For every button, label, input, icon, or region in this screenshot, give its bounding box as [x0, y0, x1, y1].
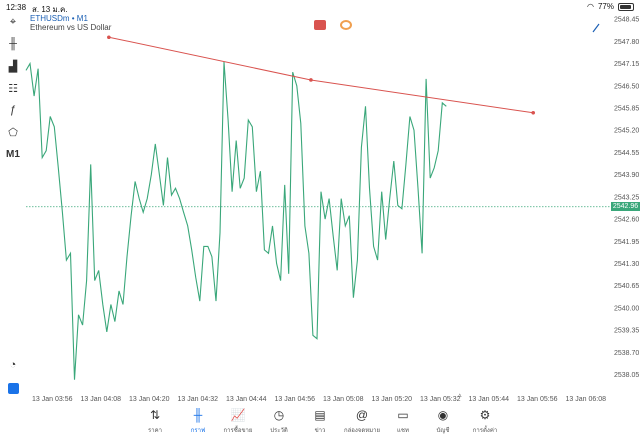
x-tick-label: 13 Jan 04:44: [226, 396, 267, 403]
y-tick-label: 2545.85: [614, 106, 639, 113]
x-tick-label: 13 Jan 05:08: [323, 396, 364, 403]
y-tick-label: 2543.90: [614, 172, 639, 179]
price-series-line: [25, 61, 447, 380]
nav-label: บัญชี: [436, 428, 450, 434]
crosshair-icon[interactable]: ⌖: [9, 15, 17, 28]
y-tick-label: 2540.65: [614, 283, 639, 290]
sliders-icon[interactable]: ☷: [8, 82, 18, 95]
status-right: ◠ 77%: [587, 2, 634, 11]
mail-icon: @: [355, 408, 369, 422]
account-icon: ◉: [437, 408, 449, 422]
x-tick-label: 13 Jan 04:32: [178, 396, 219, 403]
x-tick-label: 13 Jan 05:44: [469, 396, 510, 403]
nav-item-chart[interactable]: ╫ กราฟ: [176, 408, 220, 435]
x-tick-label: 13 Jan 04:56: [275, 396, 316, 403]
nav-item-settings[interactable]: ⚙ การตั้งค่า: [463, 408, 507, 435]
trendline-handles[interactable]: [107, 35, 536, 115]
battery-percent: 77%: [597, 2, 614, 11]
status-date: ส. 13 ม.ค.: [32, 5, 68, 14]
trade-icon: 📈: [230, 408, 246, 422]
y-tick-label: 2539.35: [614, 328, 639, 335]
shapes-icon[interactable]: ⬠: [8, 126, 18, 139]
quotes-icon: ⇅: [149, 408, 161, 422]
chart-icon: ╫: [193, 408, 203, 422]
nav-item-mail[interactable]: @ กล่องจดหมาย: [340, 408, 384, 435]
y-tick-label: 2540.00: [614, 305, 639, 312]
y-tick-label: 2544.55: [614, 150, 639, 157]
price-chart[interactable]: 2548.45 2547.80 2547.15 2546.50 2545.85 2545.…: [0, 0, 640, 404]
y-tick-label: 2548.45: [614, 17, 639, 24]
battery-icon: [618, 2, 634, 11]
function-icon[interactable]: ƒ: [9, 104, 17, 116]
y-axis: 2548.45 2547.80 2547.15 2546.50 2545.85 2545.…: [614, 17, 639, 379]
nav-label: การซื้อขาย: [223, 428, 253, 434]
trade-signal-icon[interactable]: [5, 380, 21, 396]
status-time: 12:38: [6, 3, 27, 12]
nav-item-quotes[interactable]: ⇅ ราคา: [133, 408, 177, 435]
analytics-icon[interactable]: ◔: [9, 359, 17, 371]
nav-label: ข่าว: [314, 428, 326, 434]
nav-item-history[interactable]: ◷ ประวัติ: [257, 408, 301, 435]
x-tick-label: 13 Jan 04:08: [81, 396, 122, 403]
nav-item-trade[interactable]: 📈 การซื้อขาย: [216, 408, 260, 435]
y-tick-label: 2547.80: [614, 39, 639, 46]
x-axis: 13 Jan 03:56 13 Jan 04:08 13 Jan 04:20 13 J…: [32, 396, 606, 403]
chart-description: Ethereum vs US Dollar: [30, 23, 112, 32]
y-tick-label: 2543.25: [614, 194, 639, 201]
bottom-navigation: ⇅ ราคา ╫ กราฟ 📈 การซื้อขาย ◷ ประวัติ ▤ ข่าว @ กล่อง…: [0, 404, 640, 447]
nav-label: กล่องจดหมาย: [343, 428, 381, 434]
battery-fill: [620, 4, 631, 9]
y-tick-label: 2545.20: [614, 128, 639, 135]
bar-chart-icon[interactable]: ▟: [8, 60, 18, 73]
y-tick-label: 2541.30: [614, 261, 639, 268]
scroll-marker-icon[interactable]: ▵: [458, 392, 462, 399]
y-tick-label: 2546.50: [614, 83, 639, 90]
y-tick-label: 2538.05: [614, 372, 639, 379]
chat-icon: ▭: [397, 408, 409, 422]
left-toolbar: ⌖ ╫ ▟ ☷ ƒ ⬠ M1 ◔: [0, 14, 26, 404]
y-tick-label: 2538.70: [614, 350, 639, 357]
nav-item-news[interactable]: ▤ ข่าว: [298, 408, 342, 435]
current-price-badge: 2542.96: [611, 202, 640, 212]
x-tick-label: 13 Jan 03:56: [32, 396, 73, 403]
trendline-point[interactable]: [107, 35, 111, 40]
y-tick-label: 2542.60: [614, 217, 639, 224]
y-tick-label: 2541.95: [614, 239, 639, 246]
nav-label: การตั้งค่า: [472, 428, 498, 434]
chart-symbol: ETHUSDm • M1: [30, 14, 88, 23]
x-tick-label: 13 Jan 06:08: [566, 396, 607, 403]
y-tick-label: 2547.15: [614, 61, 639, 68]
x-tick-label: 13 Jan 05:32: [420, 396, 461, 403]
draw-line-icon[interactable]: [592, 23, 600, 33]
trendline-point[interactable]: [309, 78, 313, 82]
wifi-icon: ◠: [587, 2, 594, 11]
nav-item-chat[interactable]: ▭ แชท: [381, 408, 425, 435]
history-icon: ◷: [273, 408, 285, 422]
candlestick-icon[interactable]: ╫: [9, 38, 17, 50]
timeframe-button[interactable]: M1: [6, 148, 20, 160]
one-click-trading-icon[interactable]: [314, 20, 326, 30]
nav-label: กราฟ: [190, 428, 206, 434]
status-bar: 12:38 ส. 13 ม.ค. ◠ 77%: [0, 0, 640, 14]
depth-of-market-icon[interactable]: [340, 20, 352, 30]
news-icon: ▤: [314, 408, 326, 422]
trendline[interactable]: [108, 36, 534, 114]
settings-icon: ⚙: [479, 408, 491, 422]
x-tick-label: 13 Jan 05:20: [372, 396, 413, 403]
nav-label: ราคา: [148, 428, 162, 434]
x-tick-label: 13 Jan 04:20: [129, 396, 170, 403]
nav-item-account[interactable]: ◉ บัญชี: [421, 408, 465, 435]
trendline-point[interactable]: [531, 110, 536, 115]
x-tick-label: 13 Jan 05:56: [517, 396, 558, 403]
nav-label: ประวัติ: [270, 428, 288, 434]
nav-label: แชท: [397, 428, 409, 434]
